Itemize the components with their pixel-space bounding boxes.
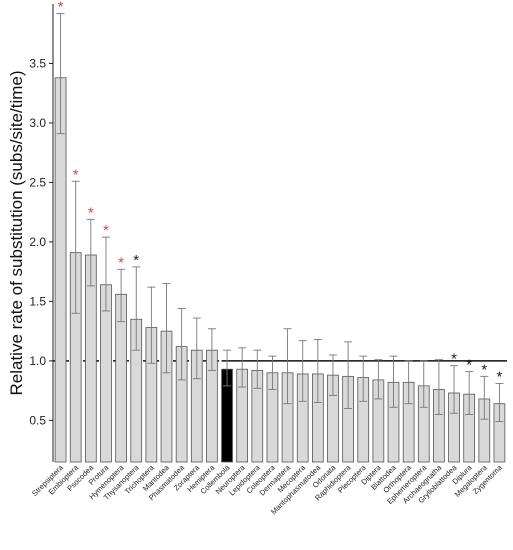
significance-star: * [88,204,94,221]
y-tick-label: 1.0 [29,354,46,368]
significance-star: * [73,166,79,183]
significance-star: * [133,252,139,269]
bar [54,77,67,463]
significance-star: * [481,361,487,378]
y-tick-label: 2.0 [29,235,46,249]
y-tick-label: 3.5 [29,56,46,70]
significance-markers: * * * * * * * * * * [58,0,503,385]
significance-star: * [497,368,503,385]
significance-star: * [103,222,109,239]
bars [54,77,506,463]
y-tick-label: 2.5 [29,175,46,189]
significance-star: * [466,357,472,374]
significance-star: * [451,351,457,368]
y-axis-label: Relative rate of substitution (subs/site… [7,70,26,395]
y-tick-label: 3.0 [29,116,46,130]
y-tick-label: 0.5 [29,413,46,427]
error-bars [56,13,504,423]
significance-star: * [58,0,64,16]
x-tick-labels: StrepsipteraEmbiopteraPsocodeaProturaHym… [30,462,504,516]
significance-star: * [118,254,124,271]
y-ticks: 0.5 1.0 1.5 2.0 2.5 3.0 3.5 [29,56,53,427]
y-tick-label: 1.5 [29,294,46,308]
